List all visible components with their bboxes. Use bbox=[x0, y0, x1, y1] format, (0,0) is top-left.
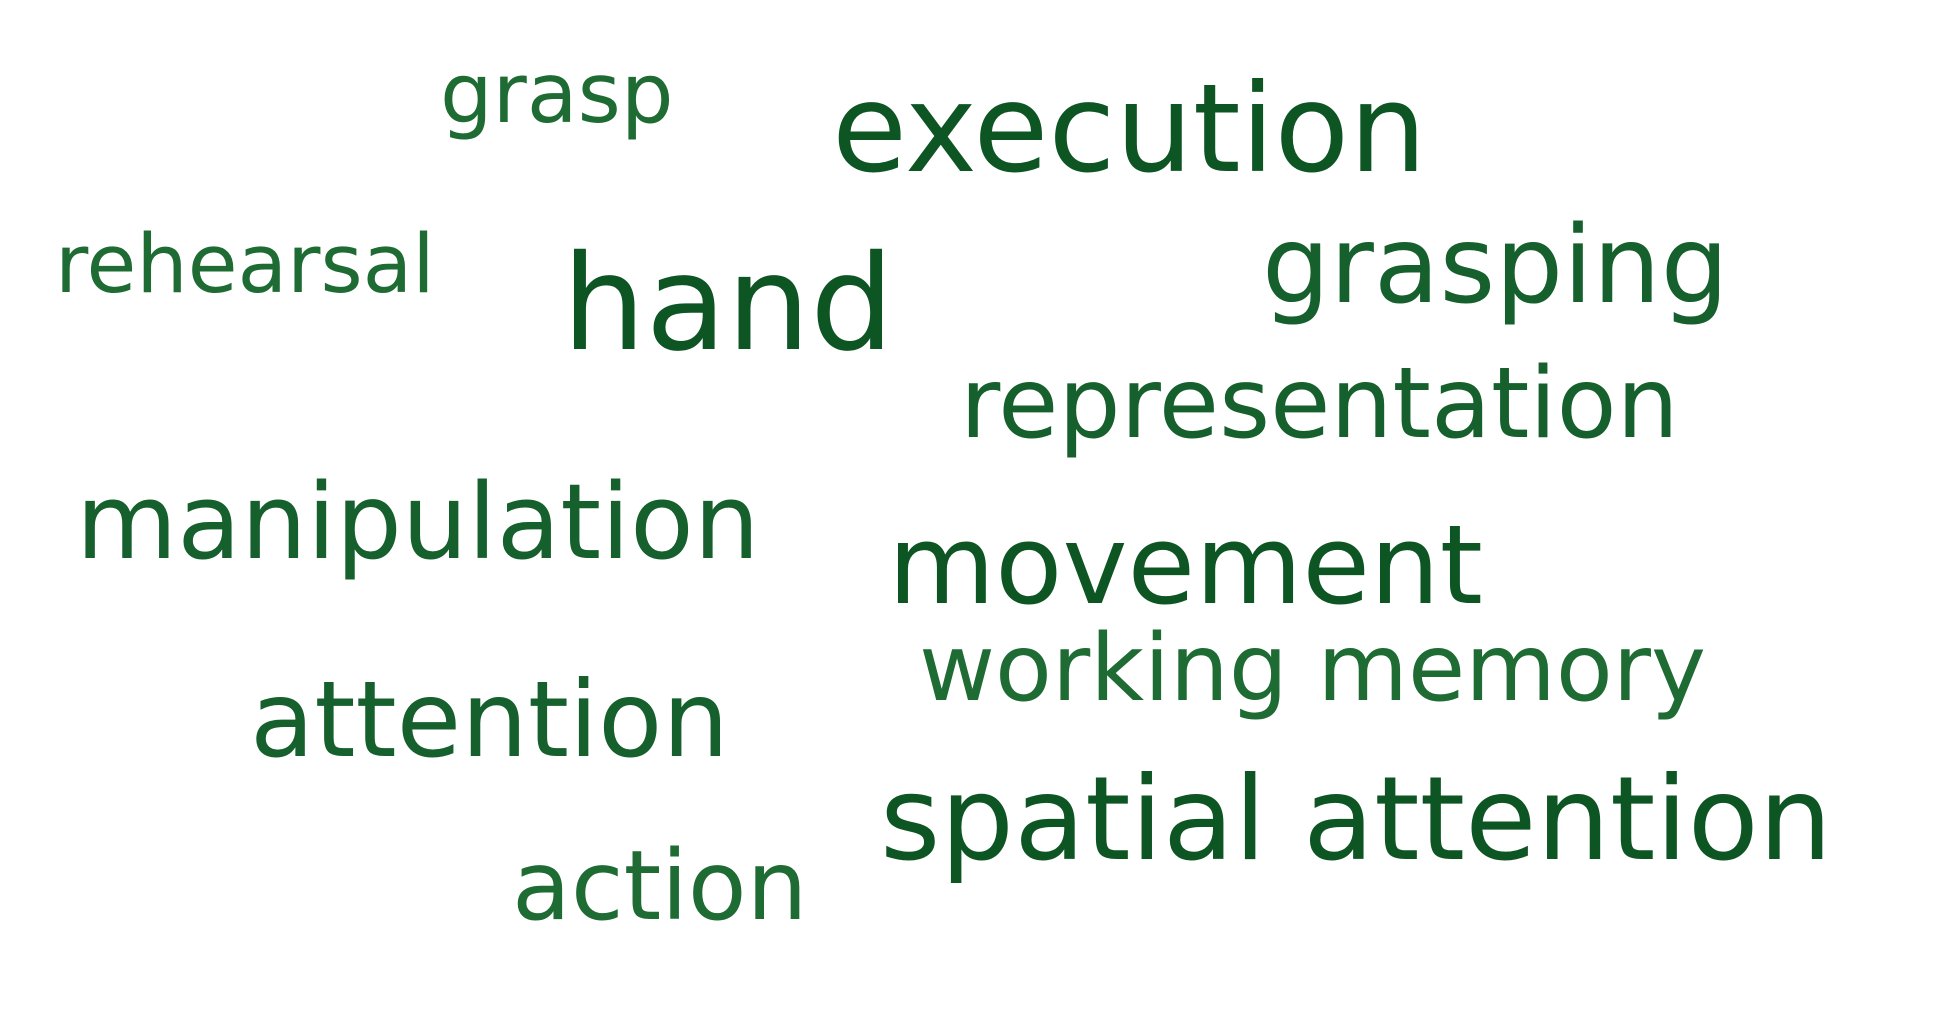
word-grasp: grasp bbox=[440, 45, 674, 142]
word-hand: hand bbox=[562, 227, 894, 381]
word-grasping: grasping bbox=[1262, 204, 1729, 328]
word-action: action bbox=[512, 830, 808, 942]
word-working-memory: working memory bbox=[919, 614, 1707, 722]
word-movement: movement bbox=[888, 501, 1483, 629]
word-execution: execution bbox=[832, 58, 1427, 200]
word-attention: attention bbox=[250, 659, 729, 781]
word-manipulation: manipulation bbox=[76, 461, 760, 583]
word-rehearsal: rehearsal bbox=[55, 218, 435, 312]
word-representation: representation bbox=[960, 347, 1679, 461]
word-spatial-attention: spatial attention bbox=[880, 752, 1833, 887]
